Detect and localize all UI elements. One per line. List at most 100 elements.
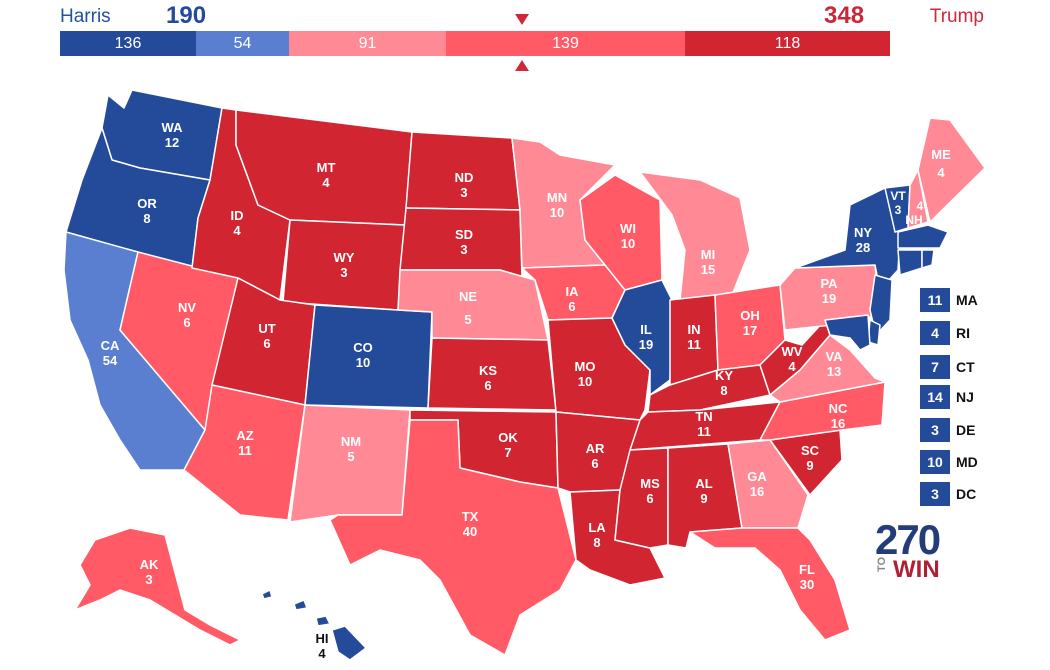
label-ga-ev: 16 [750, 484, 764, 499]
small-state-de[interactable]: 3 DE [920, 417, 975, 443]
small-state-ri[interactable]: 4 RI [920, 320, 970, 346]
small-state-nj[interactable]: 14 NJ [920, 384, 974, 410]
trump-total: 348 [824, 2, 865, 29]
label-pa-abbr: PA [820, 276, 838, 291]
label-wy-ev: 3 [340, 265, 347, 280]
small-state-md-ev: 10 [920, 450, 950, 474]
label-fl-abbr: FL [799, 562, 815, 577]
svg-text:HI4: HI 4 [316, 631, 329, 661]
label-me-abbr: ME [931, 147, 951, 162]
label-va-ev: 13 [827, 364, 841, 379]
state-ri[interactable] [921, 249, 935, 269]
state-tx[interactable] [329, 419, 577, 656]
label-il-abbr: IL [640, 322, 652, 337]
label-id-ev: 4 [233, 223, 241, 238]
svg-text:AL9: AL 9 [695, 476, 712, 506]
label-fl-ev: 30 [800, 577, 814, 592]
small-state-ri-abbr: RI [956, 325, 970, 341]
small-state-ma-abbr: MA [956, 292, 978, 308]
state-nj[interactable] [869, 274, 893, 336]
label-oh-ev: 17 [743, 323, 757, 338]
label-nv-ev: 6 [183, 315, 190, 330]
label-nm-abbr: NM [341, 434, 361, 449]
bar-segment-likely-r[interactable]: 139 [446, 31, 685, 56]
svg-text:IA6: IA 6 [566, 284, 580, 314]
small-state-md[interactable]: 10 MD [920, 449, 978, 475]
label-il-ev: 19 [639, 337, 653, 352]
small-state-ma-ev: 11 [920, 288, 950, 312]
svg-text:NV6: NV 6 [178, 300, 196, 330]
bar-segment-likely-d[interactable]: 54 [196, 31, 289, 56]
svg-text:SD3: SD 3 [455, 227, 473, 257]
svg-text:AR6: AR 6 [586, 441, 605, 471]
state-ma[interactable] [897, 224, 949, 249]
label-tn-ev: 11 [697, 424, 711, 439]
label-ny-ev: 28 [856, 240, 870, 255]
small-state-dc[interactable]: 3 DC [920, 481, 976, 507]
bar-segment-safe-d[interactable]: 136 [60, 31, 196, 56]
svg-text:VT3: VT 3 [890, 189, 906, 217]
label-ks-abbr: KS [479, 363, 497, 378]
label-tn-abbr: TN [695, 409, 712, 424]
label-ms-ev: 6 [646, 491, 653, 506]
label-al-abbr: AL [695, 476, 712, 491]
label-co-ev: 10 [356, 355, 370, 370]
small-state-ct-abbr: CT [956, 359, 975, 375]
bar-segment-safe-r[interactable]: 118 [685, 31, 890, 56]
label-oh-abbr: OH [740, 308, 760, 323]
bar-segment-lean-r[interactable]: 91 [289, 31, 446, 56]
state-md[interactable] [824, 314, 871, 351]
label-ne-abbr: NE [459, 289, 477, 304]
label-co-abbr: CO [353, 340, 373, 355]
label-ar-ev: 6 [591, 456, 598, 471]
svg-text:ND3: ND 3 [455, 170, 474, 200]
label-me-ev: 4 [937, 165, 945, 180]
label-pa-ev: 19 [822, 291, 836, 306]
svg-text:KS6: KS 6 [479, 363, 497, 393]
state-ct[interactable] [897, 249, 923, 276]
svg-text:WY3: WY 3 [334, 250, 355, 280]
state-fl[interactable] [689, 527, 851, 641]
270towin-logo[interactable]: 270 TO WIN [875, 516, 955, 586]
label-wv-ev: 4 [788, 359, 796, 374]
label-az-abbr: AZ [236, 428, 253, 443]
trump-name: Trump [929, 6, 984, 27]
svg-text:UT6: UT 6 [258, 321, 275, 351]
svg-text:NM5: NM 5 [341, 434, 361, 464]
small-state-ct-ev: 7 [920, 355, 950, 379]
label-wa-ev: 12 [165, 135, 179, 150]
small-state-md-abbr: MD [956, 454, 978, 470]
label-mo-abbr: MO [575, 359, 596, 374]
state-hi[interactable] [261, 589, 367, 661]
label-al-ev: 9 [700, 491, 707, 506]
label-in-ev: 11 [687, 337, 701, 352]
label-nd-abbr: ND [455, 170, 474, 185]
small-state-ma[interactable]: 11 MA [920, 287, 978, 313]
label-ia-abbr: IA [566, 284, 580, 299]
state-me[interactable] [917, 117, 986, 223]
label-ga-abbr: GA [747, 469, 767, 484]
label-wi-ev: 10 [621, 236, 635, 251]
state-ak[interactable] [74, 527, 241, 646]
label-ar-abbr: AR [586, 441, 605, 456]
label-ms-abbr: MS [640, 476, 660, 491]
svg-text:AK3: AK 3 [140, 557, 159, 587]
small-state-ct[interactable]: 7 CT [920, 354, 975, 380]
small-state-de-ev: 3 [920, 418, 950, 442]
label-nm-ev: 5 [347, 449, 354, 464]
label-mo-ev: 10 [578, 374, 592, 389]
state-nh[interactable] [907, 169, 929, 229]
label-mi-ev: 15 [701, 262, 715, 277]
label-ks-ev: 6 [484, 378, 491, 393]
label-ky-ev: 8 [720, 383, 727, 398]
